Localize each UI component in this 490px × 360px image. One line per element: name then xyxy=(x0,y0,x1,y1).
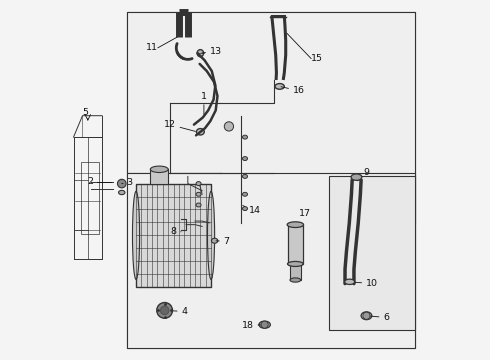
Polygon shape xyxy=(127,12,415,223)
Circle shape xyxy=(261,321,268,328)
Text: 7: 7 xyxy=(216,237,229,246)
Text: 8: 8 xyxy=(171,227,181,236)
Text: 4: 4 xyxy=(166,307,187,316)
Ellipse shape xyxy=(150,166,168,172)
Ellipse shape xyxy=(119,190,125,195)
Circle shape xyxy=(118,179,126,188)
Text: 14: 14 xyxy=(243,206,261,215)
Text: 2: 2 xyxy=(88,177,94,186)
Bar xyxy=(150,169,168,184)
Ellipse shape xyxy=(197,50,203,57)
Text: 9: 9 xyxy=(358,168,369,181)
Text: 6: 6 xyxy=(368,313,389,322)
Ellipse shape xyxy=(288,261,303,266)
Ellipse shape xyxy=(243,192,247,196)
Circle shape xyxy=(157,302,172,318)
Circle shape xyxy=(160,306,169,315)
Ellipse shape xyxy=(196,181,201,185)
FancyBboxPatch shape xyxy=(329,176,415,330)
Ellipse shape xyxy=(361,312,372,320)
FancyBboxPatch shape xyxy=(127,12,415,348)
Bar xyxy=(288,225,303,264)
Ellipse shape xyxy=(196,203,201,207)
Ellipse shape xyxy=(243,175,247,179)
Text: 3: 3 xyxy=(122,178,132,187)
Text: 12: 12 xyxy=(164,120,196,131)
Ellipse shape xyxy=(243,157,247,161)
Text: 11: 11 xyxy=(146,43,158,52)
Ellipse shape xyxy=(243,207,247,211)
FancyBboxPatch shape xyxy=(127,173,415,348)
Ellipse shape xyxy=(259,321,270,328)
Ellipse shape xyxy=(196,129,204,135)
Ellipse shape xyxy=(207,192,215,279)
Ellipse shape xyxy=(275,84,284,89)
Ellipse shape xyxy=(290,278,301,282)
Text: 10: 10 xyxy=(351,279,378,288)
Text: 5: 5 xyxy=(82,108,88,117)
Ellipse shape xyxy=(351,174,362,180)
Bar xyxy=(290,264,301,280)
Text: 16: 16 xyxy=(281,86,305,95)
Circle shape xyxy=(363,312,370,319)
Bar xyxy=(136,184,211,287)
Text: 18: 18 xyxy=(242,321,263,330)
Text: 17: 17 xyxy=(296,210,311,225)
Circle shape xyxy=(224,122,234,131)
Bar xyxy=(81,162,98,234)
Text: 15: 15 xyxy=(311,54,322,63)
Ellipse shape xyxy=(243,135,247,139)
Ellipse shape xyxy=(196,192,201,196)
Ellipse shape xyxy=(211,238,218,243)
Text: 13: 13 xyxy=(202,47,222,56)
Text: 1: 1 xyxy=(201,91,207,114)
Ellipse shape xyxy=(132,192,140,279)
Ellipse shape xyxy=(344,279,355,284)
Ellipse shape xyxy=(287,222,304,228)
